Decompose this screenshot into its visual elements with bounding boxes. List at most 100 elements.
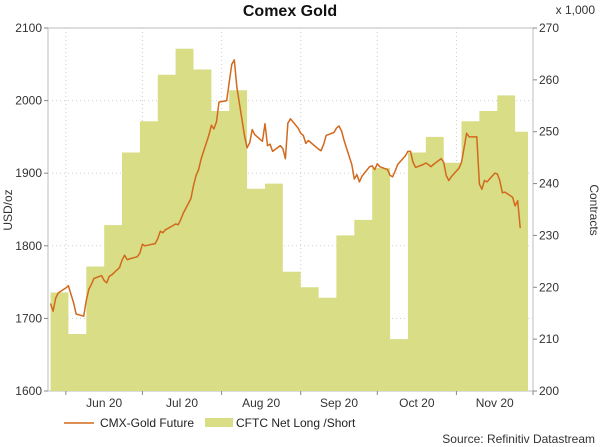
gold-line-point bbox=[172, 224, 174, 227]
gold-line-point bbox=[430, 166, 432, 168]
gold-line-point bbox=[279, 145, 281, 147]
gold-line-point bbox=[210, 124, 212, 126]
gold-line-point bbox=[200, 158, 202, 160]
y-right-tick-label: 220 bbox=[539, 280, 559, 294]
gold-line-point bbox=[289, 118, 292, 120]
gold-line-point bbox=[320, 150, 322, 152]
right-axis: 200 210 220 230 240 250 260 270 bbox=[533, 21, 559, 398]
x-tick-label: Jul 20 bbox=[166, 396, 198, 410]
gold-line-point bbox=[341, 130, 343, 132]
cftc-area-path bbox=[50, 48, 528, 391]
gold-line-point bbox=[468, 136, 470, 138]
y-right-multiplier: x 1,000 bbox=[556, 3, 596, 17]
gold-line-point bbox=[55, 297, 57, 299]
gold-line-point bbox=[141, 243, 143, 245]
gold-line-point bbox=[486, 181, 488, 183]
gold-line-point bbox=[369, 166, 371, 168]
gold-line-point bbox=[85, 299, 87, 301]
gold-line-point bbox=[407, 150, 409, 152]
y-left-tick-label: 1600 bbox=[15, 384, 42, 398]
gold-line-point bbox=[57, 292, 59, 294]
gold-line-point bbox=[504, 191, 506, 193]
legend-area-swatch bbox=[205, 418, 233, 427]
gold-line-point bbox=[157, 237, 159, 240]
gold-line-point bbox=[136, 256, 138, 258]
y-right-tick-label: 270 bbox=[539, 21, 559, 35]
gold-line-point bbox=[182, 212, 184, 214]
gold-line-point bbox=[511, 196, 514, 198]
gold-line-point bbox=[215, 121, 218, 123]
gold-line-point bbox=[126, 259, 128, 261]
gold-line-point bbox=[282, 147, 284, 150]
y-right-tick-label: 260 bbox=[539, 73, 559, 87]
gold-line-point bbox=[389, 174, 391, 176]
gold-line-point bbox=[335, 127, 337, 129]
gold-line-point bbox=[269, 143, 271, 145]
gold-line-point bbox=[236, 86, 238, 89]
gold-line-point bbox=[297, 127, 299, 129]
legend-area-label: CFTC Net Long /Short bbox=[236, 416, 356, 430]
gold-line-point bbox=[226, 100, 228, 102]
gold-line-point bbox=[478, 183, 480, 185]
gold-line-point bbox=[323, 143, 325, 145]
gold-line-point bbox=[111, 274, 113, 276]
chart-title: Comex Gold bbox=[243, 3, 337, 20]
gold-line-point bbox=[494, 172, 496, 174]
gold-line-point bbox=[124, 254, 126, 256]
gold-line-point bbox=[213, 128, 215, 130]
gold-line-point bbox=[481, 188, 483, 190]
gold-line-point bbox=[121, 259, 123, 261]
gold-line-point bbox=[70, 293, 72, 295]
gold-line-point bbox=[353, 178, 355, 180]
gold-line-point bbox=[448, 179, 450, 182]
y-right-tick-label: 200 bbox=[539, 384, 559, 398]
gold-line-point bbox=[343, 139, 345, 142]
gold-line-point bbox=[458, 167, 460, 169]
gold-line-point bbox=[392, 176, 394, 178]
gold-line-point bbox=[228, 81, 230, 83]
y-right-tick-label: 250 bbox=[539, 125, 559, 139]
gold-line-point bbox=[175, 223, 177, 225]
gold-line-point bbox=[460, 161, 463, 163]
y-left-tick-label: 2000 bbox=[15, 94, 42, 108]
source-note: Source: Refinitiv Datastream bbox=[442, 432, 595, 446]
y-right-tick-label: 230 bbox=[539, 228, 559, 242]
gold-line-point bbox=[139, 252, 141, 254]
gold-line-point bbox=[514, 205, 516, 207]
gold-line-point bbox=[198, 169, 200, 171]
gold-line-point bbox=[374, 169, 376, 171]
gold-line-point bbox=[272, 150, 274, 152]
gold-line-point bbox=[83, 315, 85, 317]
gold-line-point bbox=[432, 163, 434, 166]
gold-line-point bbox=[103, 280, 105, 282]
x-tick-label: Oct 20 bbox=[399, 396, 435, 410]
gold-line-point bbox=[519, 227, 521, 229]
gold-line-point bbox=[129, 258, 131, 260]
gold-line-point bbox=[195, 174, 197, 176]
gold-line-point bbox=[300, 132, 302, 134]
gold-line-point bbox=[443, 161, 445, 163]
gold-line-point bbox=[422, 163, 424, 166]
gold-line-point bbox=[305, 142, 307, 144]
gold-line-point bbox=[463, 147, 465, 149]
gold-line-point bbox=[233, 59, 235, 61]
gold-line-point bbox=[397, 163, 399, 166]
gold-line-series bbox=[49, 59, 521, 317]
gold-line-point bbox=[164, 229, 166, 231]
gold-line-point bbox=[517, 200, 519, 202]
gold-line-point bbox=[218, 101, 220, 103]
gold-line-point bbox=[333, 131, 335, 134]
gold-line-point bbox=[338, 125, 340, 127]
gold-line-point bbox=[318, 148, 320, 150]
gold-line-point bbox=[50, 303, 52, 305]
gold-line-point bbox=[261, 140, 263, 142]
gold-line-point bbox=[266, 145, 269, 147]
gold-line-point bbox=[440, 158, 442, 160]
gold-line-point bbox=[325, 134, 327, 136]
gold-line-point bbox=[483, 179, 486, 182]
gold-line-point bbox=[394, 170, 396, 172]
gold-line-point bbox=[154, 243, 156, 245]
gold-line-point bbox=[284, 158, 286, 160]
gold-line-point bbox=[101, 275, 103, 277]
gold-line-point bbox=[52, 310, 54, 312]
